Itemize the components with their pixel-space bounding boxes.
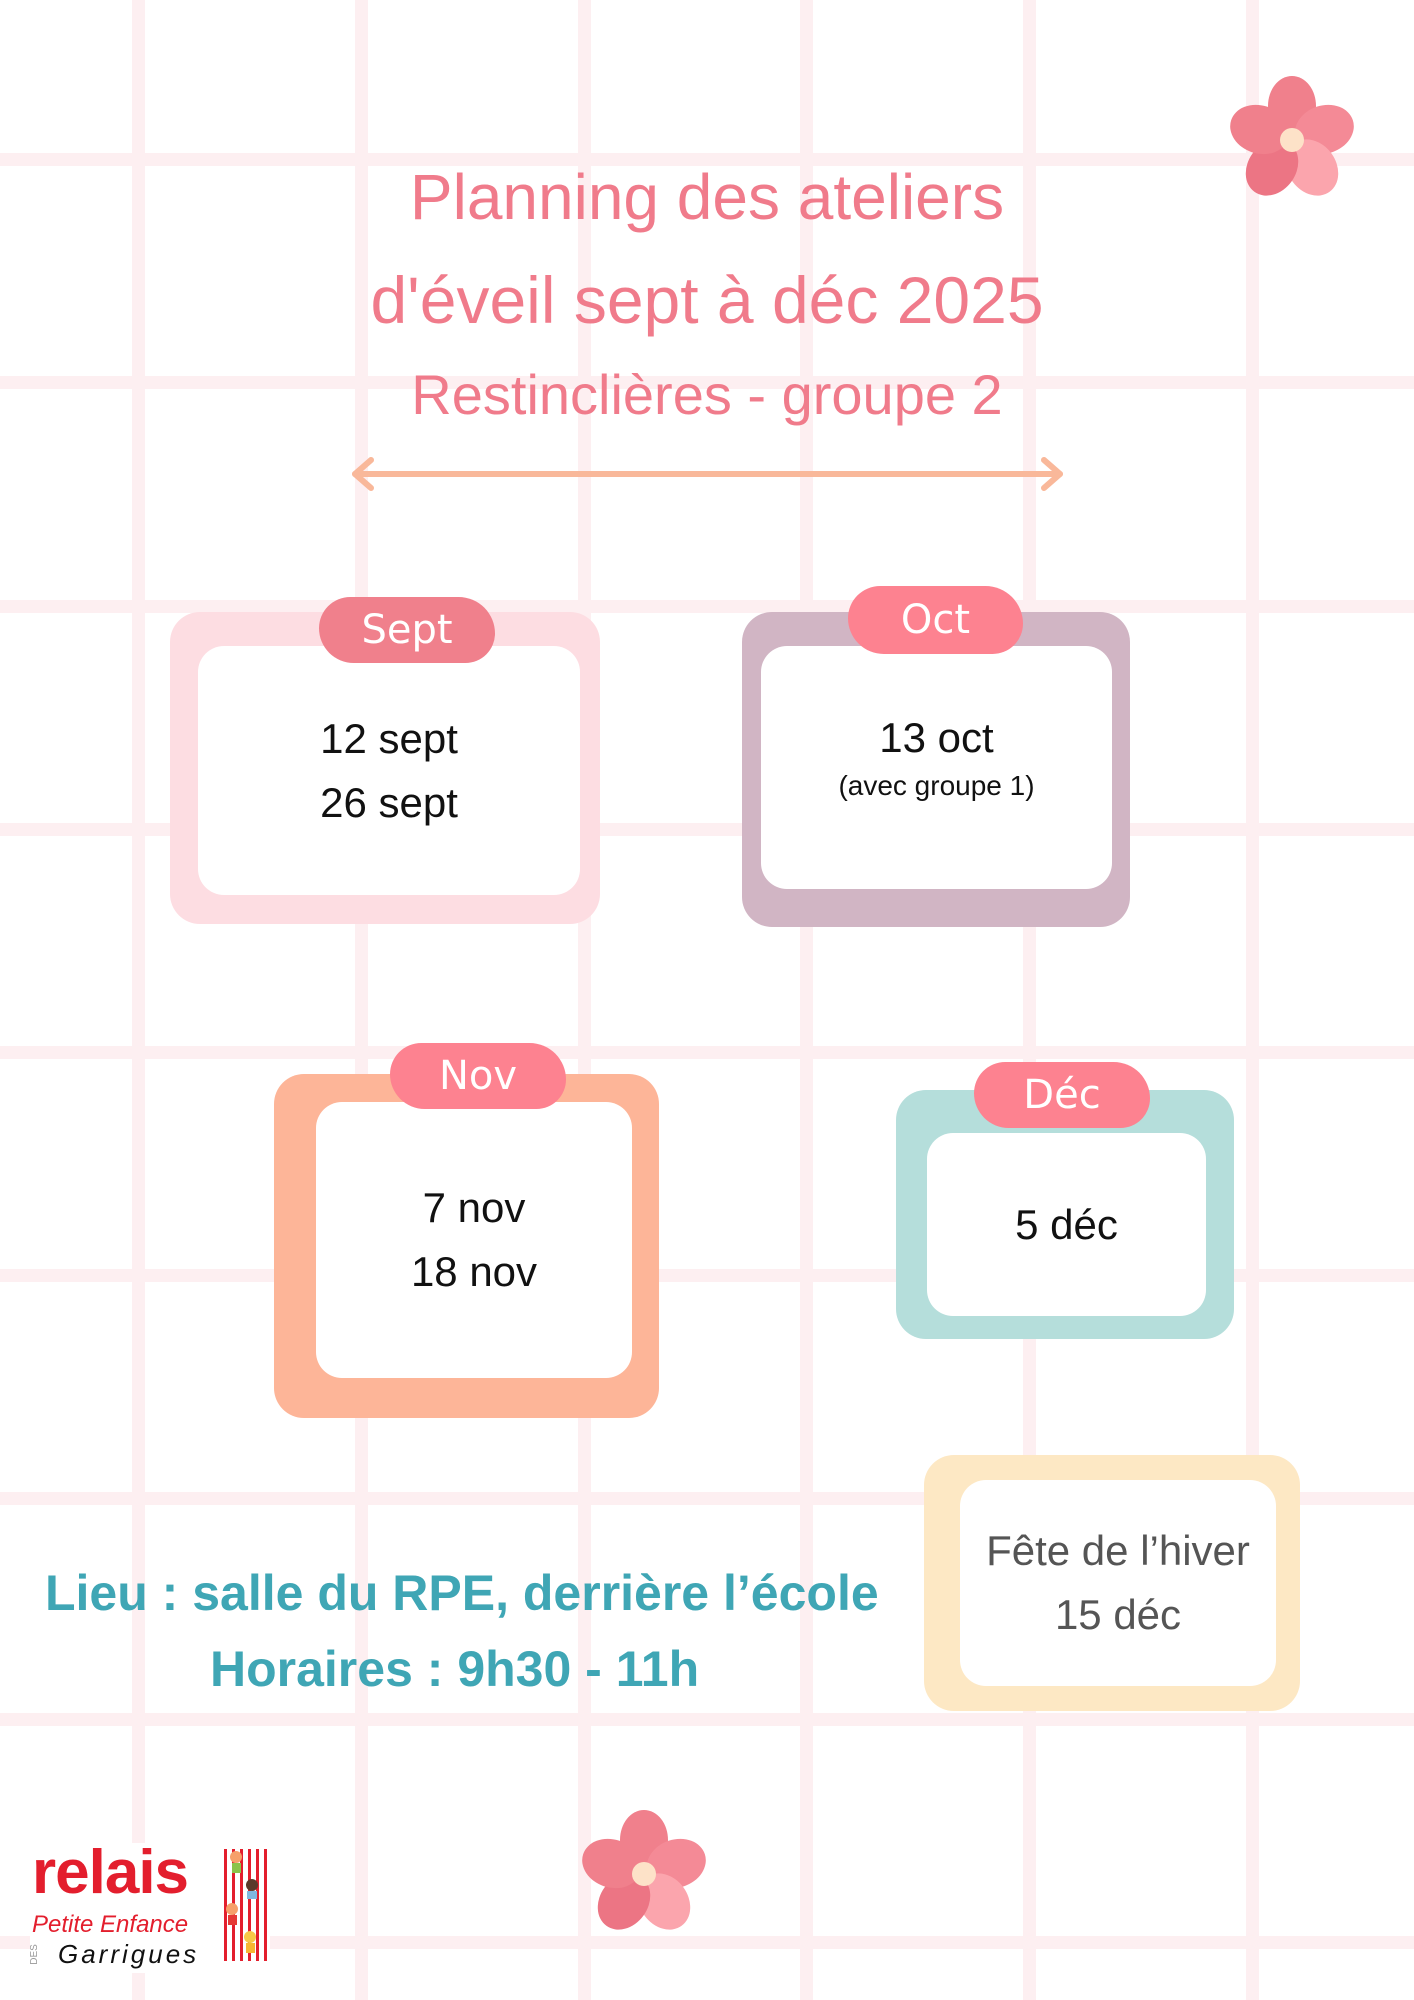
grid-line: [0, 1713, 1414, 1726]
logo-des: DES: [28, 1944, 40, 1965]
logo-garrigues: Garrigues: [58, 1939, 200, 1969]
date: 13 oct: [879, 714, 994, 761]
date-note: (avec groupe 1): [838, 770, 1035, 801]
page-subtitle: Restinclières - groupe 2: [411, 363, 1003, 426]
grid-line: [0, 1936, 1414, 1949]
month-tab-oct: Oct: [848, 586, 1023, 654]
card-content: Fête de l’hiver 15 déc: [960, 1480, 1276, 1686]
card-content: 5 déc: [927, 1133, 1206, 1316]
logo-petite-enfance: Petite Enfance: [32, 1911, 189, 1938]
double-arrow-icon: [352, 457, 1063, 491]
month-card-dec: 5 déc: [896, 1090, 1234, 1339]
hours-text: Horaires : 9h30 - 11h: [210, 1641, 700, 1697]
card-content: 7 nov 18 nov: [316, 1102, 632, 1378]
month-tab-sept: Sept: [319, 597, 495, 663]
grid-line: [0, 153, 1414, 166]
event-date: 15 déc: [1054, 1591, 1182, 1638]
month-card-oct: 13 oct (avec groupe 1): [742, 612, 1130, 927]
flower-icon: [1230, 76, 1354, 196]
card-content: 13 oct (avec groupe 1): [761, 646, 1112, 889]
grid-line: [0, 376, 1414, 389]
month-card-nov: 7 nov 18 nov: [274, 1074, 659, 1418]
page-title-line1: Planning des ateliers: [409, 161, 1005, 233]
location-text: Lieu : salle du RPE, derrière l’école: [45, 1565, 879, 1621]
month-card-sept: 12 sept 26 sept: [170, 612, 600, 924]
logo-relais: relais: [32, 1838, 189, 1907]
children-stripes-icon: [224, 1849, 267, 1961]
event-card: Fête de l’hiver 15 déc: [924, 1455, 1300, 1711]
date: 26 sept: [320, 778, 458, 826]
month-tab-dec: Déc: [974, 1062, 1150, 1128]
grid-line: [0, 1046, 1414, 1059]
relais-logo: relais Petite Enfance DES Garrigues: [28, 1838, 270, 1973]
date: 5 déc: [1015, 1200, 1118, 1248]
flower-icon: [582, 1810, 706, 1930]
date: 7 nov: [422, 1184, 526, 1231]
page-title-line2: d'éveil sept à déc 2025: [370, 263, 1044, 337]
date: 18 nov: [410, 1248, 538, 1295]
card-content: 12 sept 26 sept: [198, 646, 580, 895]
event-title: Fête de l’hiver: [986, 1527, 1250, 1574]
date: 12 sept: [320, 714, 458, 762]
month-tab-nov: Nov: [390, 1043, 566, 1109]
